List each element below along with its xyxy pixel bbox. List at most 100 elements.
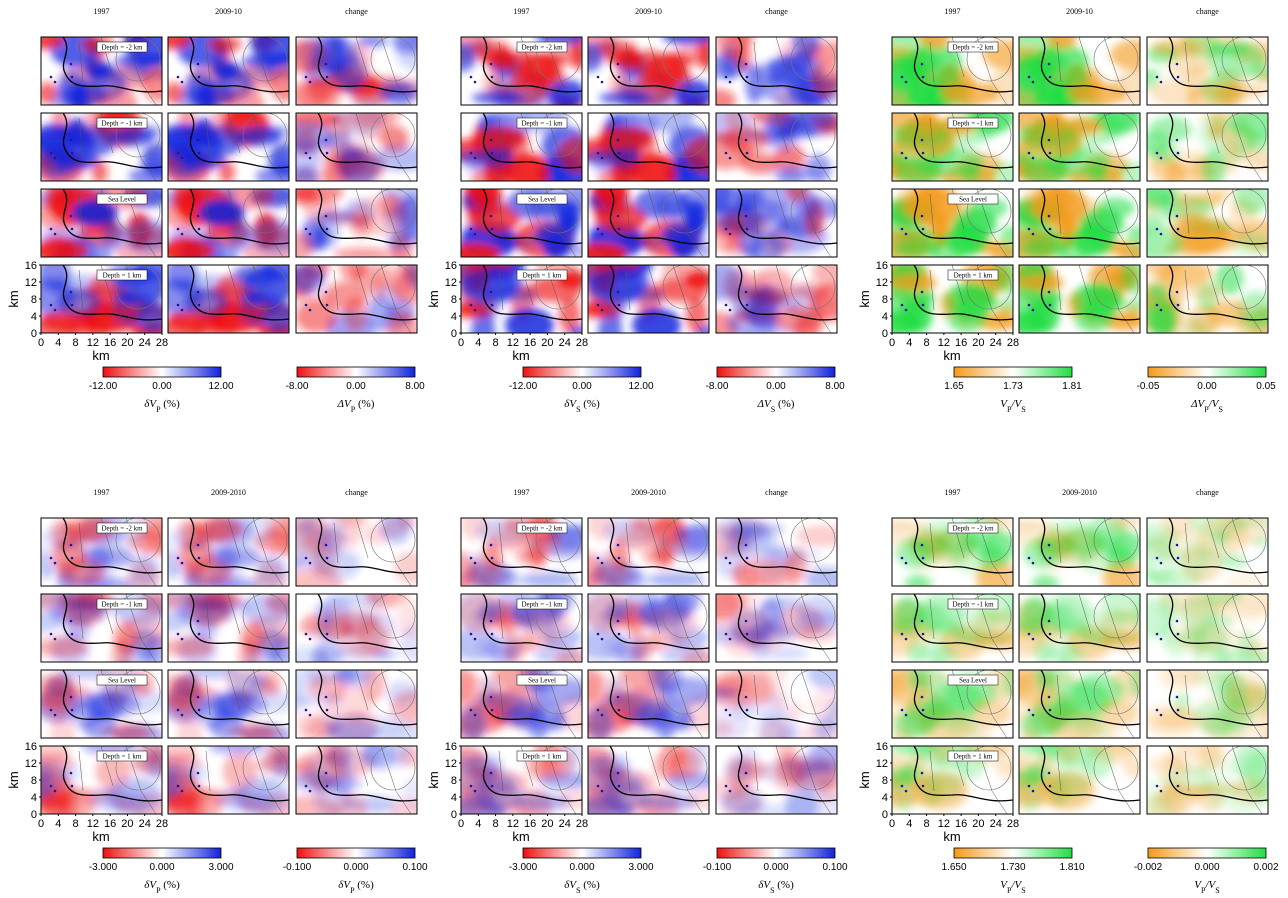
- colorbar: [297, 848, 415, 858]
- station: [71, 152, 74, 155]
- station: [725, 228, 728, 231]
- colorbar: [103, 367, 221, 377]
- station: [491, 633, 494, 636]
- station: [326, 76, 329, 79]
- station: [470, 304, 473, 307]
- station: [1156, 152, 1159, 155]
- station: [597, 304, 600, 307]
- station: [901, 304, 904, 307]
- velocity-anomaly: [279, 574, 433, 672]
- x-tick-label: 28: [576, 337, 588, 349]
- label-part: (%): [775, 398, 795, 410]
- station: [746, 304, 749, 307]
- station: [601, 233, 604, 236]
- station: [618, 228, 621, 231]
- station: [305, 228, 308, 231]
- station: [197, 620, 200, 623]
- station: [1028, 76, 1031, 79]
- label-part: ΔV: [337, 398, 352, 410]
- station: [601, 81, 604, 84]
- y-tick-label: 0: [451, 328, 457, 340]
- station: [1028, 304, 1031, 307]
- station: [618, 557, 621, 560]
- tomography-panel: [150, 24, 314, 121]
- y-tick-label: 4: [451, 792, 457, 804]
- station: [1049, 709, 1052, 712]
- station: [198, 557, 201, 560]
- station: [1160, 790, 1163, 793]
- station: [617, 696, 620, 699]
- figure-block: 19972009-2010changeDepth = -2 kmDepth = …: [426, 488, 859, 895]
- station: [490, 544, 493, 547]
- y-tick-label: 8: [882, 294, 888, 306]
- column-header: 1997: [945, 488, 961, 497]
- station: [1032, 157, 1035, 160]
- column-header: 1997: [514, 7, 530, 16]
- depth-label: Depth = -2 km: [952, 525, 994, 533]
- tomography-panel: [140, 582, 310, 678]
- y-tick-label: 16: [445, 741, 457, 753]
- y-tick-label: 16: [876, 260, 888, 272]
- y-tick-label: 8: [31, 775, 37, 787]
- tomography-panel: [448, 177, 607, 266]
- x-tick-label: 0: [38, 818, 44, 830]
- station: [181, 81, 184, 84]
- depth-label: Depth = -2 km: [952, 44, 994, 52]
- x-tick-label: 4: [55, 818, 61, 830]
- colorbar-tick-label: 8.00: [405, 381, 425, 392]
- station: [54, 638, 57, 641]
- station: [1032, 638, 1035, 641]
- station: [1177, 304, 1180, 307]
- tomography-panel: [164, 505, 310, 601]
- colorbar-tick-label: 0.00: [572, 381, 592, 392]
- station: [305, 633, 308, 636]
- station: [326, 304, 329, 307]
- station: [198, 304, 201, 307]
- y-tick-label: 12: [25, 277, 37, 289]
- y-tick-label: 12: [445, 758, 457, 770]
- station: [70, 544, 73, 547]
- station: [901, 633, 904, 636]
- station: [305, 76, 308, 79]
- station: [305, 304, 308, 307]
- station: [71, 76, 74, 79]
- depth-label: Depth = -2 km: [521, 44, 563, 52]
- station: [745, 215, 748, 218]
- station: [54, 562, 57, 565]
- depth-label: Depth = 1 km: [954, 753, 993, 761]
- tomography-panel: [279, 730, 430, 824]
- station: [1176, 63, 1179, 66]
- colorbar-tick-label: -8.00: [286, 381, 309, 392]
- label-part: S: [1021, 405, 1025, 414]
- tomography-panel: [450, 581, 595, 670]
- station: [745, 139, 748, 142]
- x-tick-label: 4: [475, 818, 481, 830]
- station: [1176, 215, 1179, 218]
- x-tick-label: 8: [493, 818, 499, 830]
- column-header: change: [1196, 488, 1219, 497]
- station: [1049, 76, 1052, 79]
- x-tick-label: 0: [458, 337, 464, 349]
- station: [746, 709, 749, 712]
- label-part: (%): [355, 398, 375, 410]
- y-tick-label: 8: [882, 775, 888, 787]
- station: [490, 63, 493, 66]
- station: [725, 152, 728, 155]
- column-header: 1997: [514, 488, 530, 497]
- station: [470, 76, 473, 79]
- tomography-panel: [282, 28, 432, 115]
- colorbar-tick-label: 0.00: [152, 381, 172, 392]
- tomography-panel: [871, 29, 1036, 116]
- station: [181, 309, 184, 312]
- station: [905, 233, 908, 236]
- station: [1049, 228, 1052, 231]
- tomography-panel: [692, 575, 843, 662]
- station: [198, 76, 201, 79]
- column-header: change: [1196, 7, 1219, 16]
- column-header: 1997: [94, 488, 110, 497]
- station: [50, 228, 53, 231]
- colorbar-label: VP/VS: [1000, 879, 1025, 895]
- station: [921, 63, 924, 66]
- station: [70, 772, 73, 775]
- station: [729, 233, 732, 236]
